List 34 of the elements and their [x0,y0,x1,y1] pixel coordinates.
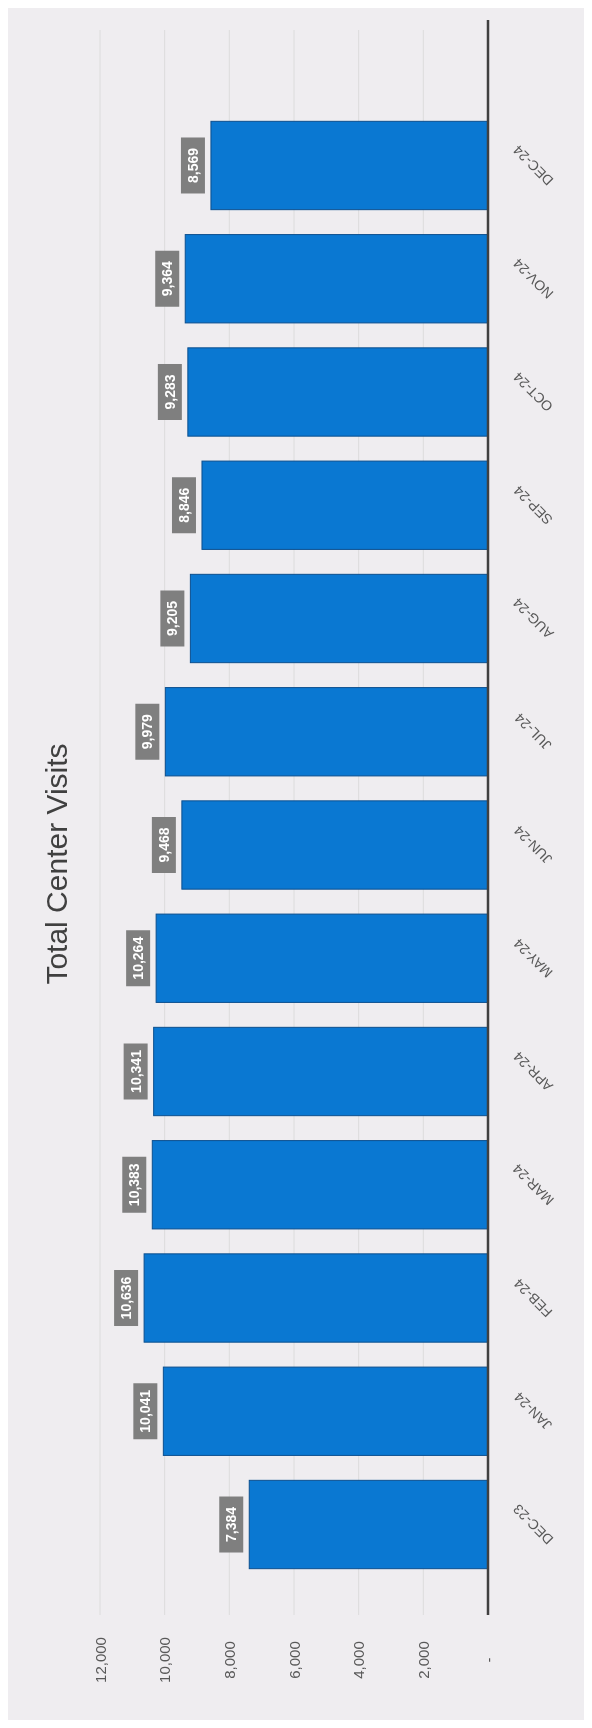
x-tick-label: 10,000 [156,1637,174,1683]
data-label: 10,341 [127,1049,144,1093]
bar [189,573,489,664]
data-label: 9,364 [159,261,176,297]
bar [184,234,489,324]
data-label: 10,041 [137,1389,154,1433]
x-tick-label: 8,000 [220,1641,238,1679]
data-label: 9,205 [164,600,181,637]
bar [210,120,489,211]
bar [187,347,489,437]
x-tick-label: 2,000 [414,1641,432,1679]
bar [153,1026,489,1117]
x-tick-label: - [479,1657,497,1663]
bar [181,800,489,890]
data-label: 10,383 [126,1163,143,1207]
data-label: 9,283 [161,374,178,410]
data-label: 10,636 [118,1276,135,1320]
bar [248,1479,489,1570]
x-tick-label: 12,000 [91,1637,109,1683]
data-label: 10,264 [130,936,147,980]
text: Total Center Visits [39,743,73,985]
data-label: 8,846 [175,487,192,523]
bar [155,913,489,1003]
data-label: 8,569 [184,147,201,184]
bar [164,687,489,777]
x-tick-label: 6,000 [285,1641,303,1679]
bar [162,1366,489,1456]
x-tick-label: 4,000 [350,1641,368,1679]
data-label: 9,468 [155,827,172,863]
bar [201,460,489,550]
data-label: 9,979 [139,714,156,750]
bar [143,1253,489,1343]
data-label: 7,384 [223,1506,240,1543]
bar [151,1140,489,1230]
